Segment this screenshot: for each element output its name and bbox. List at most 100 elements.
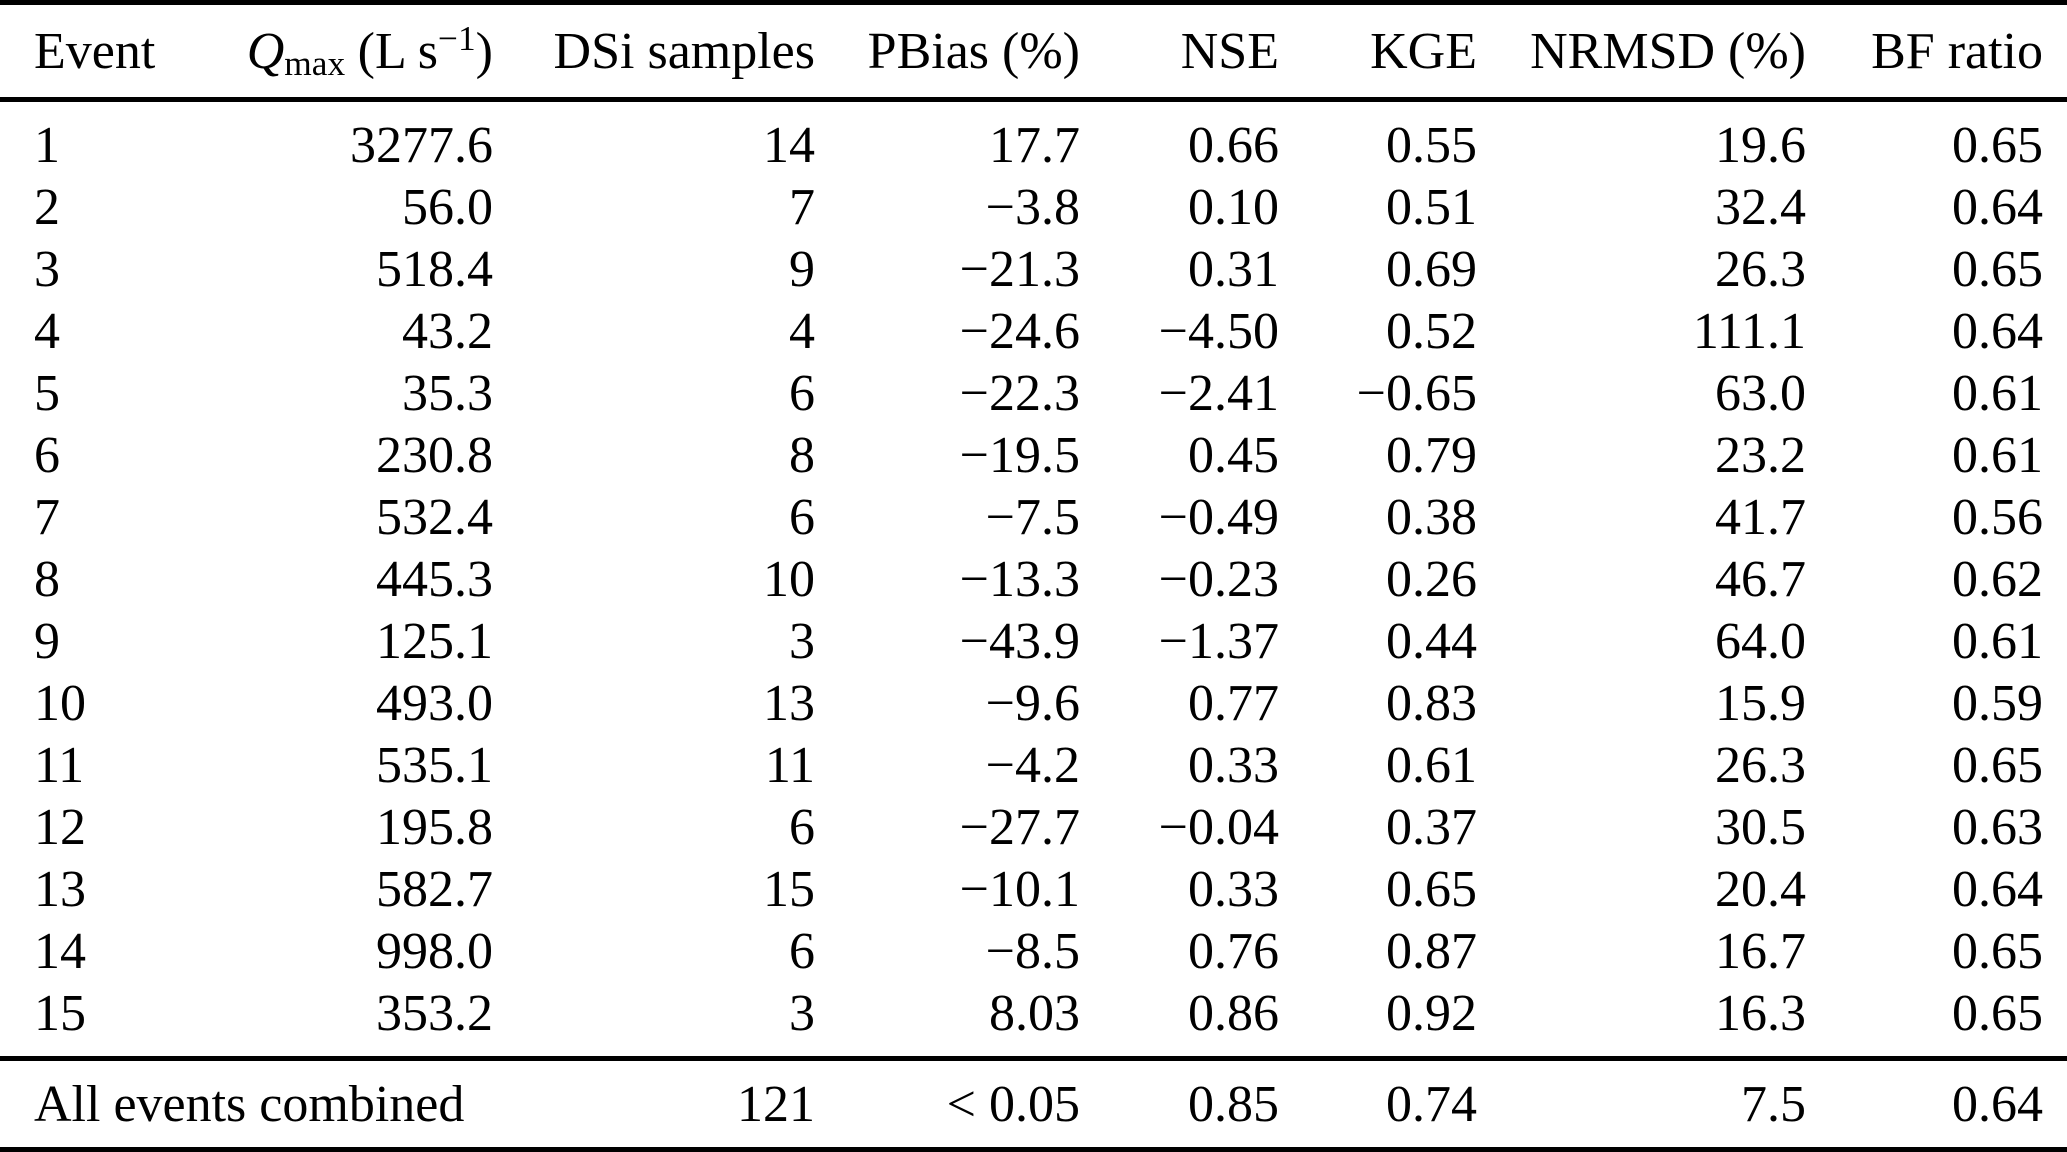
cell-nrmsd: 111.1	[1692, 302, 1806, 360]
cell-kge: 0.55	[1386, 116, 1477, 174]
cell-event: 4	[34, 302, 60, 360]
cell-nse: 0.77	[1188, 674, 1279, 732]
table-row: 6 230.8 8 −19.5 0.45 0.79 23.2 0.61	[0, 424, 2067, 486]
cell-nse: 0.66	[1188, 116, 1279, 174]
cell-event: 12	[34, 798, 86, 856]
cell-nrmsd: 19.6	[1715, 116, 1806, 174]
table-row: 7 532.4 6 −7.5 −0.49 0.38 41.7 0.56	[0, 486, 2067, 548]
cell-qmax: 3277.6	[350, 116, 493, 174]
cell-event: 2	[34, 178, 60, 236]
cell-nrmsd: 23.2	[1715, 426, 1806, 484]
cell-kge: 0.26	[1386, 550, 1477, 608]
cell-nse: 0.31	[1188, 240, 1279, 298]
cell-pbias: −3.8	[985, 178, 1080, 236]
cell-nse: 0.86	[1188, 984, 1279, 1042]
qmax-subscript: max	[284, 43, 346, 84]
cell-kge: 0.38	[1386, 488, 1477, 546]
cell-qmax: 195.8	[376, 798, 493, 856]
cell-nrmsd: 30.5	[1715, 798, 1806, 856]
cell-bf-ratio: 0.56	[1952, 488, 2043, 546]
cell-footer-dsi-samples: 121	[737, 1075, 815, 1133]
table-row: 1 3277.6 14 17.7 0.66 0.55 19.6 0.65	[0, 100, 2067, 177]
cell-nse: 0.76	[1188, 922, 1279, 980]
table-row: 11 535.1 11 −4.2 0.33 0.61 26.3 0.65	[0, 734, 2067, 796]
cell-nse: 0.33	[1188, 736, 1279, 794]
cell-dsi-samples: 10	[763, 550, 815, 608]
cell-nrmsd: 32.4	[1715, 178, 1806, 236]
cell-qmax: 35.3	[402, 364, 493, 422]
cell-dsi-samples: 6	[789, 488, 815, 546]
col-header-nrmsd: NRMSD (%)	[1530, 22, 1806, 80]
table-row: 3 518.4 9 −21.3 0.31 0.69 26.3 0.65	[0, 238, 2067, 300]
cell-nrmsd: 16.3	[1715, 984, 1806, 1042]
table-row: 8 445.3 10 −13.3 −0.23 0.26 46.7 0.62	[0, 548, 2067, 610]
table-body: 1 3277.6 14 17.7 0.66 0.55 19.6 0.65 2 5…	[0, 100, 2067, 1059]
cell-pbias: −27.7	[959, 798, 1080, 856]
cell-pbias: 17.7	[989, 116, 1080, 174]
cell-event: 13	[34, 860, 86, 918]
cell-footer-label: All events combined	[34, 1075, 465, 1133]
table-row: 15 353.2 3 8.03 0.86 0.92 16.3 0.65	[0, 982, 2067, 1059]
cell-dsi-samples: 15	[763, 860, 815, 918]
cell-bf-ratio: 0.63	[1952, 798, 2043, 856]
cell-pbias: −22.3	[959, 364, 1080, 422]
cell-nrmsd: 15.9	[1715, 674, 1806, 732]
qmax-exponent: −1	[438, 17, 476, 58]
cell-kge: −0.65	[1356, 364, 1477, 422]
cell-pbias: −8.5	[985, 922, 1080, 980]
table-row: 4 43.2 4 −24.6 −4.50 0.52 111.1 0.64	[0, 300, 2067, 362]
cell-dsi-samples: 7	[789, 178, 815, 236]
cell-dsi-samples: 3	[789, 612, 815, 670]
col-header-event: Event	[34, 22, 156, 80]
cell-qmax: 518.4	[376, 240, 493, 298]
cell-bf-ratio: 0.62	[1952, 550, 2043, 608]
cell-event: 10	[34, 674, 86, 732]
cell-qmax: 445.3	[376, 550, 493, 608]
cell-nse: −0.49	[1158, 488, 1279, 546]
table-row: 5 35.3 6 −22.3 −2.41 −0.65 63.0 0.61	[0, 362, 2067, 424]
cell-event: 8	[34, 550, 60, 608]
cell-pbias: −4.2	[985, 736, 1080, 794]
cell-dsi-samples: 3	[789, 984, 815, 1042]
cell-nse: −0.04	[1158, 798, 1279, 856]
cell-qmax: 56.0	[402, 178, 493, 236]
cell-bf-ratio: 0.61	[1952, 612, 2043, 670]
cell-nrmsd: 26.3	[1715, 736, 1806, 794]
cell-qmax: 532.4	[376, 488, 493, 546]
cell-qmax: 43.2	[402, 302, 493, 360]
cell-pbias: −43.9	[959, 612, 1080, 670]
cell-event: 3	[34, 240, 60, 298]
cell-dsi-samples: 14	[763, 116, 815, 174]
cell-footer-bf-ratio: 0.64	[1952, 1075, 2043, 1133]
cell-kge: 0.92	[1386, 984, 1477, 1042]
cell-qmax: 493.0	[376, 674, 493, 732]
table-row: 9 125.1 3 −43.9 −1.37 0.44 64.0 0.61	[0, 610, 2067, 672]
cell-kge: 0.83	[1386, 674, 1477, 732]
cell-footer-kge: 0.74	[1386, 1075, 1477, 1133]
table-header: Event Qmax (L s−1) DSi samples PBias (%) …	[0, 3, 2067, 100]
table-footer: All events combined 121 < 0.05 0.85 0.74…	[0, 1058, 2067, 1150]
cell-pbias: −21.3	[959, 240, 1080, 298]
header-row: Event Qmax (L s−1) DSi samples PBias (%) …	[0, 3, 2067, 100]
cell-dsi-samples: 6	[789, 922, 815, 980]
cell-kge: 0.79	[1386, 426, 1477, 484]
col-header-pbias: PBias (%)	[867, 22, 1080, 80]
cell-dsi-samples: 6	[789, 798, 815, 856]
cell-event: 7	[34, 488, 60, 546]
cell-kge: 0.61	[1386, 736, 1477, 794]
cell-kge: 0.37	[1386, 798, 1477, 856]
cell-pbias: −7.5	[985, 488, 1080, 546]
cell-dsi-samples: 4	[789, 302, 815, 360]
qmax-symbol: Q	[246, 22, 285, 80]
cell-qmax: 535.1	[376, 736, 493, 794]
cell-nrmsd: 46.7	[1715, 550, 1806, 608]
cell-nse: 0.10	[1188, 178, 1279, 236]
cell-qmax: 230.8	[376, 426, 493, 484]
cell-pbias: −19.5	[959, 426, 1080, 484]
col-header-qmax: Qmax (L s−1)	[170, 3, 493, 100]
cell-pbias: −9.6	[985, 674, 1080, 732]
cell-nse: 0.33	[1188, 860, 1279, 918]
cell-nrmsd: 20.4	[1715, 860, 1806, 918]
cell-bf-ratio: 0.61	[1952, 364, 2043, 422]
cell-footer-nse: 0.85	[1188, 1075, 1279, 1133]
